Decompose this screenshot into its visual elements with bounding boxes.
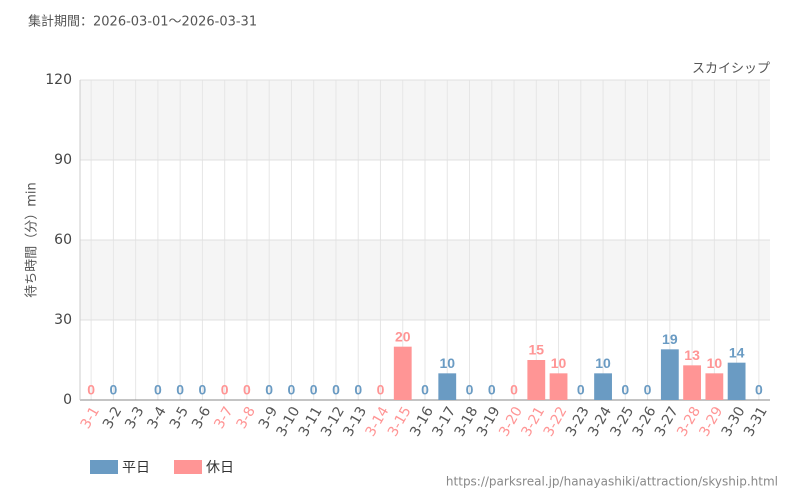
value-label: 0 (199, 382, 207, 398)
bar (594, 373, 612, 400)
value-label: 0 (421, 382, 429, 398)
x-tick-label: 3-31 (741, 404, 771, 440)
y-tick-label: 90 (54, 152, 72, 168)
x-tick-label: 3-5 (167, 404, 192, 432)
value-label: 0 (176, 382, 184, 398)
bar (393, 346, 412, 400)
value-label: 0 (332, 382, 340, 398)
value-label: 10 (551, 355, 567, 371)
value-label: 0 (221, 382, 229, 398)
bar (549, 373, 568, 400)
value-label: 0 (354, 382, 362, 398)
value-label: 0 (510, 382, 518, 398)
value-label: 0 (577, 382, 585, 398)
bar (660, 349, 679, 400)
value-label: 0 (310, 382, 318, 398)
value-label: 0 (87, 382, 95, 398)
value-label: 10 (439, 355, 455, 371)
legend-swatch (90, 460, 118, 474)
bar (527, 360, 546, 400)
y-tick-label: 120 (45, 72, 72, 88)
value-label: 0 (377, 382, 385, 398)
y-tick-label: 30 (54, 312, 72, 328)
value-label: 0 (755, 382, 763, 398)
x-tick-label: 3-7 (211, 404, 236, 432)
value-label: 0 (288, 382, 296, 398)
value-label: 14 (729, 344, 745, 360)
value-label: 0 (488, 382, 496, 398)
bar (705, 373, 724, 400)
value-label: 15 (529, 342, 545, 358)
source: https://parksreal.jp/hanayashiki/attract… (446, 475, 778, 489)
x-tick-label: 3-1 (78, 404, 103, 432)
legend-swatch (174, 460, 202, 474)
x-tick-label: 3-6 (189, 404, 214, 432)
value-label: 13 (684, 347, 700, 363)
annotation: スカイシップ (692, 62, 770, 77)
value-label: 0 (265, 382, 273, 398)
value-label: 19 (662, 331, 678, 347)
value-label: 0 (466, 382, 474, 398)
legend-label: 休日 (206, 460, 234, 476)
legend-label: 平日 (122, 460, 150, 476)
y-axis-label: 待ち時間（分）min (25, 182, 40, 298)
bar (438, 373, 457, 400)
value-label: 0 (109, 382, 117, 398)
y-tick-label: 0 (63, 392, 72, 408)
value-label: 0 (644, 382, 652, 398)
value-label: 0 (243, 382, 251, 398)
y-tick-label: 60 (54, 232, 72, 248)
value-label: 10 (707, 355, 723, 371)
bar (683, 365, 701, 400)
x-tick-label: 3-3 (122, 404, 147, 432)
value-label: 0 (621, 382, 629, 398)
bar (727, 362, 746, 400)
x-tick-label: 3-4 (145, 404, 170, 432)
value-label: 0 (154, 382, 162, 398)
chart-title: 集計期間：2026-03-01～2026-03-31 (28, 14, 257, 30)
value-label: 20 (395, 328, 411, 344)
value-label: 10 (595, 355, 611, 371)
x-tick-label: 3-2 (100, 404, 125, 432)
x-tick-label: 3-8 (234, 404, 259, 432)
